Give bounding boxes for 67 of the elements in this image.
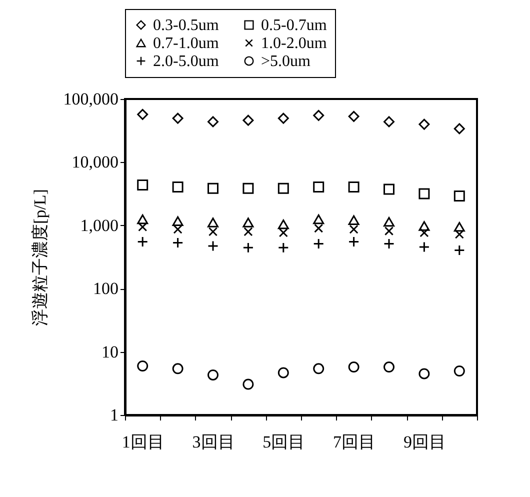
point (418, 221, 430, 231)
point (242, 218, 254, 228)
point (137, 108, 148, 120)
y-tick-label: 10 (102, 342, 118, 362)
point (348, 182, 360, 193)
point (172, 363, 184, 374)
point (313, 110, 324, 121)
point (384, 184, 394, 195)
point (420, 228, 429, 238)
point (278, 219, 289, 230)
point (418, 188, 430, 200)
point (314, 224, 324, 233)
point (418, 368, 430, 380)
point (208, 227, 218, 236)
y-tick-label: 1,000 (80, 216, 118, 235)
point (278, 112, 289, 124)
y-axis-title: 浮遊粒子濃度[p/L] (30, 189, 50, 326)
point (172, 216, 184, 226)
legend-label: 0.7-1.0um (153, 35, 220, 52)
point (242, 182, 254, 194)
point (454, 366, 465, 376)
x-tick-label: 7回目 (333, 432, 376, 452)
legend-label: 1.0-2.0um (261, 35, 328, 52)
point (313, 363, 324, 374)
point (454, 123, 465, 134)
y-tick-label: 100 (93, 279, 118, 298)
point (137, 214, 148, 224)
point (384, 226, 394, 236)
point (349, 224, 358, 234)
point (138, 222, 148, 232)
legend-label: 2.0-5.0um (153, 53, 220, 70)
point (313, 182, 324, 193)
point (244, 227, 253, 236)
point (172, 112, 184, 124)
legend-label: >5.0um (261, 53, 312, 70)
point (278, 367, 289, 378)
x-tick-label: 5回目 (262, 432, 306, 452)
legend-label: 0.5-0.7um (261, 17, 328, 34)
point (418, 118, 430, 130)
x-tick-label: 3回目 (192, 432, 235, 452)
point (348, 110, 360, 122)
point (454, 230, 464, 239)
point (208, 116, 218, 128)
y-tick-label: 100,000 (63, 90, 118, 108)
point (454, 190, 465, 202)
point (454, 222, 465, 232)
point (208, 369, 218, 380)
x-tick-label: 9回目 (403, 432, 446, 452)
y-tick-label: 1 (110, 406, 118, 424)
y-tick-label: 10,000 (72, 152, 118, 172)
point (172, 182, 184, 193)
point (384, 216, 394, 227)
point (313, 214, 324, 224)
point (208, 182, 218, 194)
point (348, 215, 360, 226)
point (278, 228, 288, 238)
point (384, 362, 394, 373)
x-tick-label: 1回目 (122, 432, 164, 452)
point (384, 116, 394, 128)
point (137, 179, 148, 190)
legend-label: 0.3-0.5um (153, 17, 220, 34)
point (348, 362, 360, 373)
point (208, 218, 218, 228)
point (137, 360, 148, 372)
point (278, 182, 289, 194)
point (242, 378, 254, 390)
point (242, 114, 254, 126)
